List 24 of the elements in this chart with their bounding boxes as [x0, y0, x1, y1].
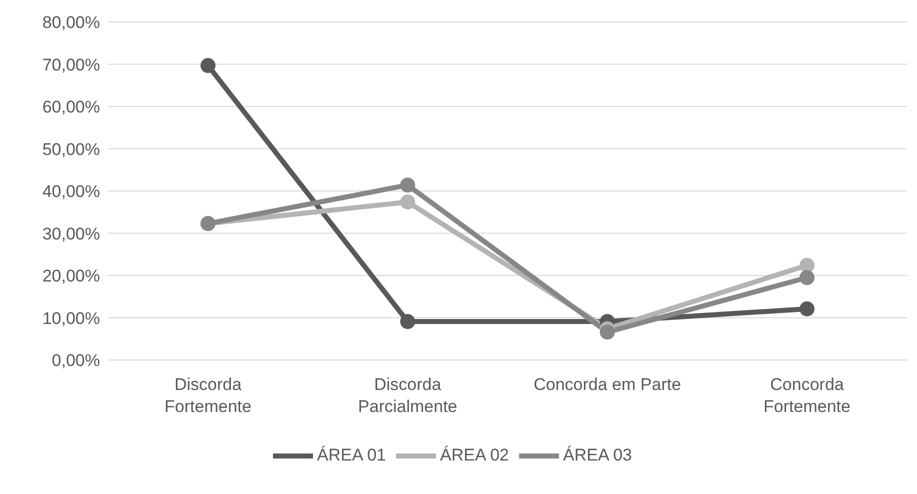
- point: [800, 270, 814, 286]
- legend-label: ÁREA 01: [317, 445, 386, 464]
- y-tick-label: 0,00%: [52, 351, 100, 370]
- point: [400, 194, 416, 210]
- x-tick-label: Concorda Fortemente: [764, 375, 850, 416]
- y-tick-label: 40,00%: [42, 182, 100, 202]
- y-tick-label: 50,00%: [42, 140, 100, 159]
- point: [400, 178, 416, 193]
- legend-label: ÁREA 03: [563, 445, 632, 464]
- point: [400, 314, 416, 330]
- point: [800, 301, 814, 316]
- point: [800, 258, 814, 273]
- y-tick-label: 10,00%: [42, 308, 100, 328]
- y-tick-label: 60,00%: [42, 98, 100, 117]
- x-tick-label: Discorda Fortemente: [164, 375, 252, 416]
- y-tick-label: 20,00%: [42, 266, 100, 286]
- point: [200, 58, 216, 74]
- point: [600, 324, 615, 340]
- y-tick-label: 30,00%: [42, 224, 100, 244]
- y-tick-label: 70,00%: [42, 55, 100, 74]
- legend-label: ÁREA 02: [440, 445, 509, 464]
- y-tick-label: 80,00%: [42, 13, 100, 32]
- x-tick-label: Discorda Parcialmente: [358, 375, 458, 416]
- x-tick-label: Concorda em Parte: [534, 375, 682, 394]
